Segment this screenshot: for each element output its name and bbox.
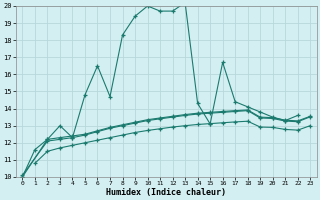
X-axis label: Humidex (Indice chaleur): Humidex (Indice chaleur) bbox=[106, 188, 226, 197]
